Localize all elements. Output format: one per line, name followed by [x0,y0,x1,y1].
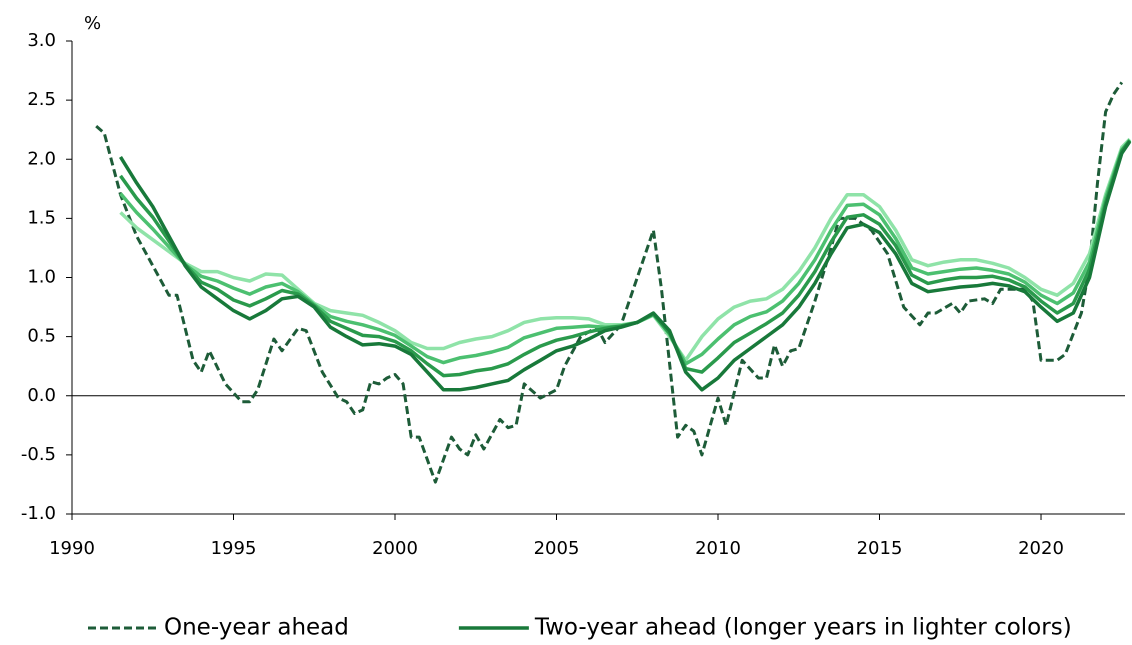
y-tick-label: 1.0 [27,267,56,288]
y-tick-label: 1.5 [27,207,56,228]
y-tick-label: 2.0 [27,148,56,169]
y-tick-label: 0.0 [27,385,56,406]
y-tick-label: -1.0 [21,503,56,524]
y-tick-label: 3.0 [27,30,56,51]
line-series [119,139,1132,366]
y-unit: % [84,13,101,34]
y-tick-label: 0.5 [27,326,56,347]
x-tick-label: 2000 [372,538,418,559]
x-tick-label: 1995 [211,538,257,559]
line-series [119,139,1132,378]
line-series [95,81,1124,484]
y-tick-label: -0.5 [21,444,56,465]
legend-label: One-year ahead [164,615,349,641]
x-tick-label: 2005 [534,538,580,559]
x-tick-label: 1990 [49,538,95,559]
x-tick-label: 2010 [695,538,741,559]
x-tick-label: 2015 [857,538,903,559]
x-tick-label: 2020 [1018,538,1064,559]
legend-label: Two-year ahead (longer years in lighter … [534,615,1072,641]
line-series [119,140,1132,392]
y-tick-label: 2.5 [27,89,56,110]
